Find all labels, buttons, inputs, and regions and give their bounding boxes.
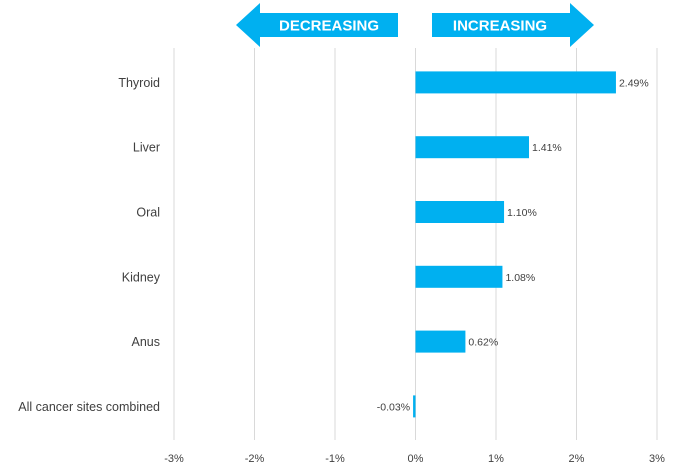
data-label: 1.08% (505, 272, 535, 284)
category-label: Oral (136, 206, 160, 220)
bar (415, 265, 503, 288)
category-label: All cancer sites combined (18, 400, 160, 414)
decreasing-arrow-shape (236, 3, 398, 47)
bar (415, 201, 505, 223)
x-tick-label: -2% (245, 453, 265, 465)
increasing-arrow-label: INCREASING (453, 18, 547, 35)
category-label: Kidney (122, 270, 161, 284)
x-tick-labels: -3% -2% -1% 0% 1% 2% 3% (164, 453, 665, 465)
x-tick-label: 3% (649, 453, 665, 465)
data-label: 1.41% (532, 142, 562, 154)
category-label: Liver (133, 141, 160, 155)
bar (415, 71, 616, 94)
x-tick-label: -3% (164, 453, 184, 465)
decreasing-arrow-label: DECREASING (279, 18, 379, 35)
category-label: Thyroid (118, 76, 160, 90)
x-tick-label: 0% (408, 453, 424, 465)
data-label: -0.03% (377, 401, 410, 413)
bars (413, 71, 616, 418)
category-label: Anus (132, 335, 161, 349)
x-tick-label: 2% (569, 453, 585, 465)
x-tick-label: 1% (488, 453, 504, 465)
increasing-arrow: INCREASING (432, 3, 594, 47)
bar (415, 136, 530, 159)
category-labels: Thyroid Liver Oral Kidney Anus All cancer sit… (18, 76, 160, 414)
increasing-arrow-shape (432, 3, 594, 47)
decreasing-arrow: DECREASING (236, 3, 398, 47)
data-labels: 2.49% 1.41% 1.10% 1.08% 0.62% -0.03% (377, 77, 649, 413)
gridlines (173, 48, 658, 440)
data-label: 1.10% (507, 207, 537, 219)
data-label: 0.62% (468, 337, 498, 349)
x-tick-label: -1% (325, 453, 345, 465)
bar (413, 395, 416, 418)
data-label: 2.49% (619, 77, 649, 89)
bar (415, 330, 466, 353)
